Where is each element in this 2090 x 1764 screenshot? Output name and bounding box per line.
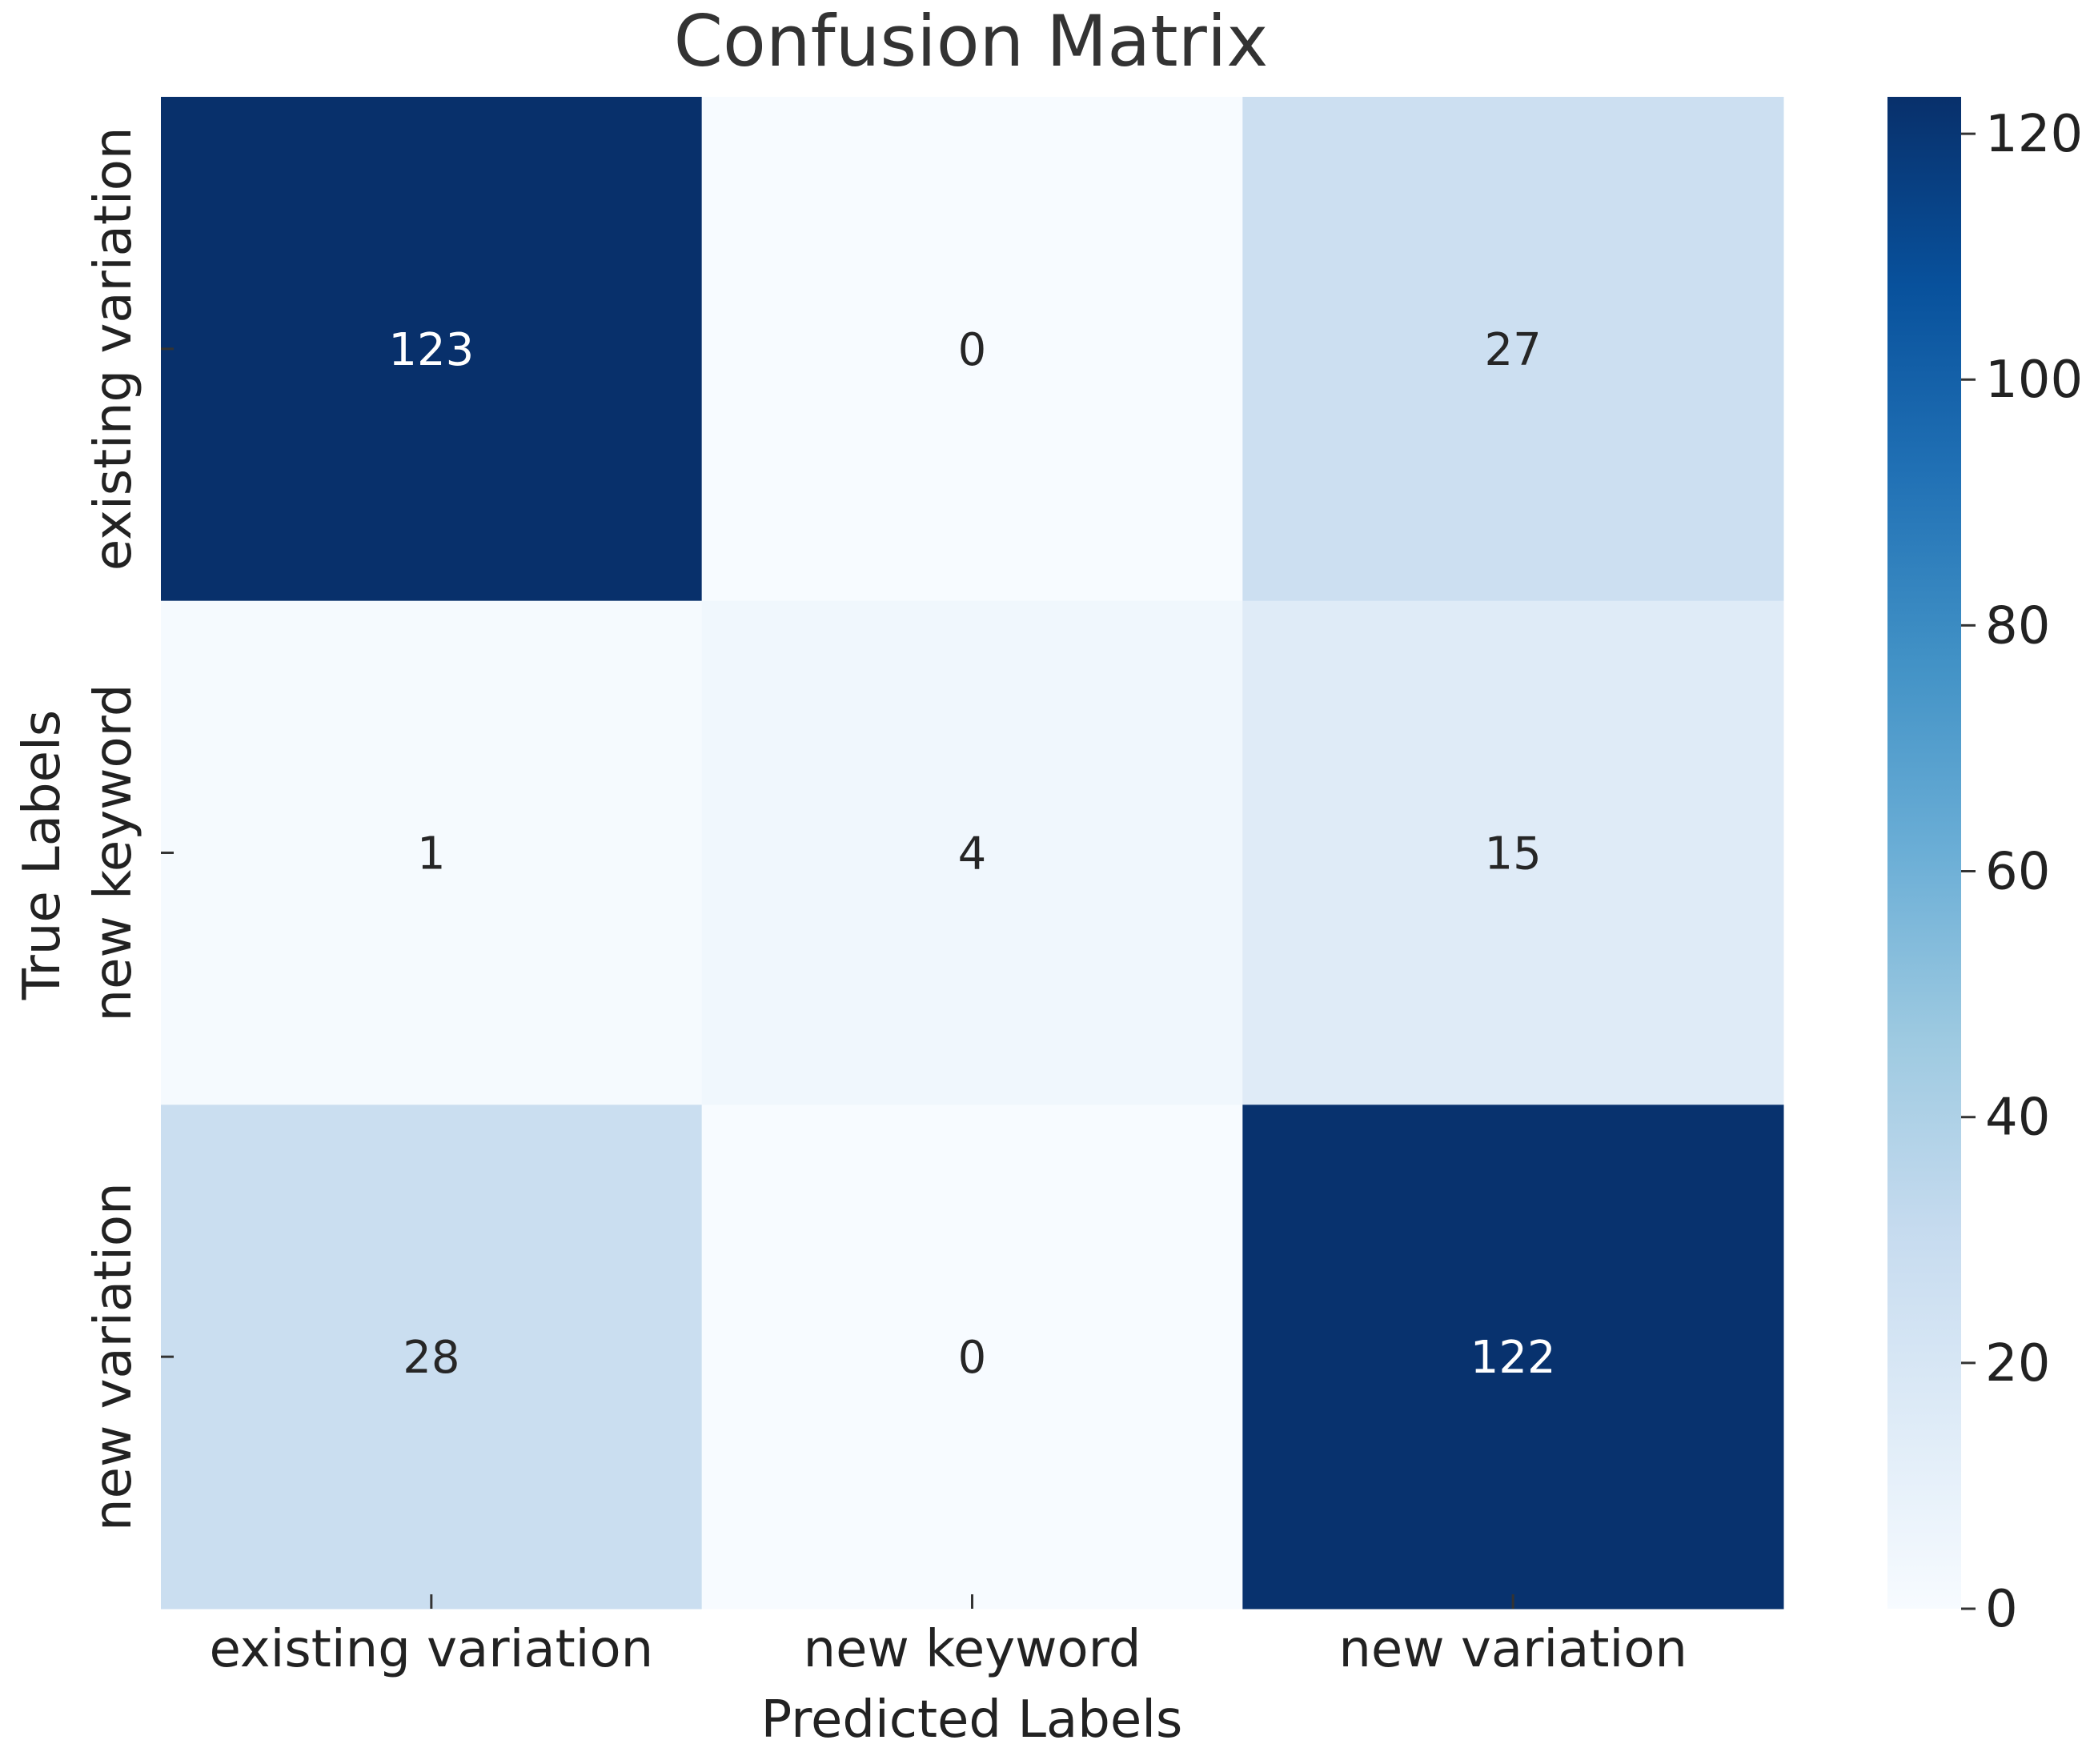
heatmap-cell <box>161 97 703 602</box>
y-tick-label: existing variation <box>84 127 143 571</box>
colorbar-gradient <box>1887 97 1961 1609</box>
cell-value-label: 122 <box>1470 1332 1556 1384</box>
x-axis-label: Predicted Labels <box>761 1690 1183 1750</box>
y-axis-label: True Labels <box>13 710 72 1000</box>
colorbar: 0 20 40 60 80 100 120 <box>1887 97 2083 1639</box>
colorbar-tick-label: 60 <box>1985 843 2050 902</box>
cell-value-label: 4 <box>958 828 987 880</box>
x-tick-label: existing variation <box>210 1620 654 1679</box>
cell-value-label: 1 <box>417 828 446 880</box>
heatmap-cell <box>1242 1105 1784 1610</box>
x-tick-label: new keyword <box>804 1620 1141 1679</box>
heatmap-cell <box>701 1105 1243 1610</box>
colorbar-tick-label: 0 <box>1985 1580 2018 1639</box>
cell-value-label: 0 <box>958 324 987 376</box>
heatmap-cell <box>701 97 1243 602</box>
x-axis: existing variation new keyword new variati… <box>210 1594 1687 1679</box>
heatmap-cell <box>161 600 703 1105</box>
y-axis: existing variation new keyword new variati… <box>84 127 174 1531</box>
cell-value-label: 15 <box>1485 828 1542 880</box>
heatmap-cell-labels: 123 0 27 1 4 15 28 0 122 <box>388 324 1555 1384</box>
heatmap-cells <box>161 97 1784 1610</box>
cell-value-label: 27 <box>1485 324 1542 376</box>
colorbar-ticks: 0 20 40 60 80 100 120 <box>1961 105 2083 1639</box>
y-tick-label: new variation <box>84 1182 143 1531</box>
heatmap-cell <box>1242 97 1784 602</box>
colorbar-tick-label: 20 <box>1985 1334 2050 1393</box>
cell-value-label: 123 <box>388 324 474 376</box>
colorbar-tick-label: 40 <box>1985 1088 2050 1148</box>
chart-title: Confusion Matrix <box>674 0 1269 82</box>
x-tick-label: new variation <box>1338 1620 1687 1679</box>
colorbar-tick-label: 80 <box>1985 596 2050 655</box>
cell-value-label: 28 <box>403 1332 459 1384</box>
colorbar-tick-label: 120 <box>1985 105 2083 164</box>
colorbar-tick-label: 100 <box>1985 351 2083 410</box>
heatmap-cell <box>161 1105 703 1610</box>
heatmap-cell <box>701 600 1243 1105</box>
cell-value-label: 0 <box>958 1332 987 1384</box>
y-tick-label: new keyword <box>84 684 143 1022</box>
heatmap-cell <box>1242 600 1784 1105</box>
